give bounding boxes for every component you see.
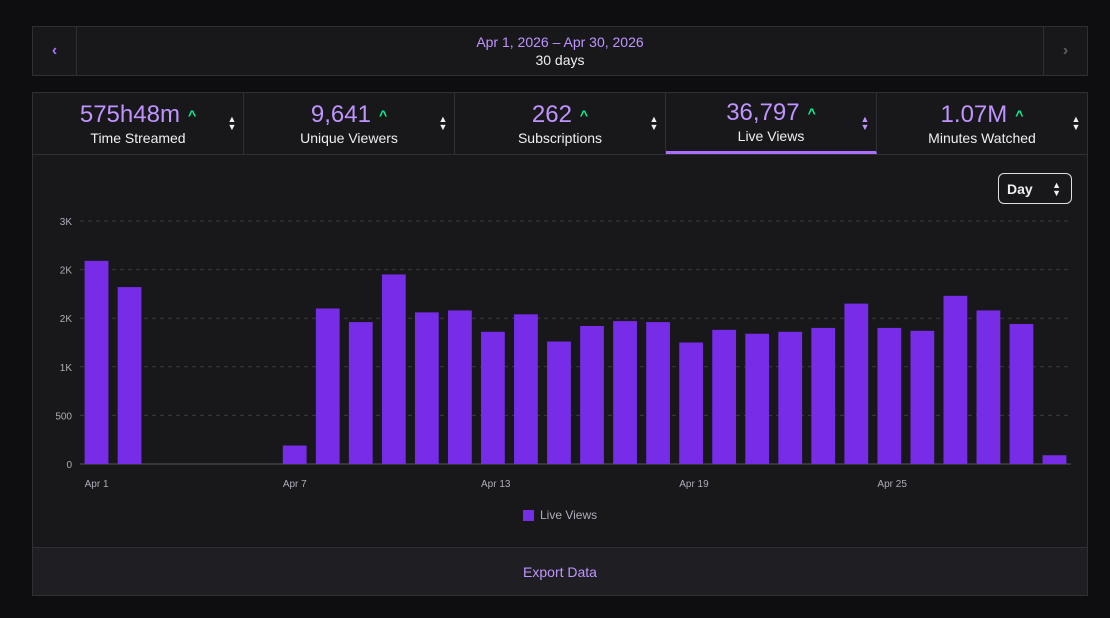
y-tick-label: 1K xyxy=(60,363,73,374)
metric-value: 262 xyxy=(531,100,572,128)
date-range-days: 30 days xyxy=(535,52,585,68)
metric-label: Minutes Watched xyxy=(928,129,1036,146)
bar-apr-30 xyxy=(1042,455,1067,464)
select-chevrons-icon: ▲ ▼ xyxy=(1052,179,1061,198)
next-period-button[interactable]: › xyxy=(1043,27,1087,75)
analytics-panel: 575h48m ^ Time Streamed ▲ ▼ 9,641 ^ Uniqu… xyxy=(32,92,1088,596)
date-range-bar: ‹ Apr 1, 2026 – Apr 30, 2026 30 days › xyxy=(32,26,1088,76)
bar-apr-9 xyxy=(348,322,373,464)
trend-up-icon: ^ xyxy=(1015,106,1024,123)
metric-value: 36,797 xyxy=(726,99,800,126)
sort-chevrons-icon: ▲ ▼ xyxy=(860,114,870,132)
bar-apr-13 xyxy=(481,331,505,464)
sort-chevrons-icon: ▲ ▼ xyxy=(1071,114,1081,132)
tab-live-views[interactable]: 36,797 ^ Live Views ▲ ▼ xyxy=(666,93,877,154)
bar-apr-12 xyxy=(447,310,472,464)
sort-chevrons-icon: ▲ ▼ xyxy=(227,114,237,132)
y-tick-label: 500 xyxy=(55,411,72,422)
export-data-label: Export Data xyxy=(523,563,597,580)
metric-tabs: 575h48m ^ Time Streamed ▲ ▼ 9,641 ^ Uniqu… xyxy=(33,93,1087,155)
trend-up-icon: ^ xyxy=(187,106,197,123)
metric-label: Unique Viewers xyxy=(300,129,398,146)
bar-apr-10 xyxy=(381,274,406,464)
date-range-text: Apr 1, 2026 – Apr 30, 2026 xyxy=(476,34,644,50)
bar-apr-7 xyxy=(282,445,307,464)
metric-label: Time Streamed xyxy=(90,129,186,146)
legend-swatch xyxy=(523,509,534,521)
x-tick-label: Apr 25 xyxy=(877,479,907,490)
metric-label: Subscriptions xyxy=(517,129,603,146)
bar-apr-19 xyxy=(679,342,704,464)
bar-apr-1 xyxy=(84,260,109,464)
bar-apr-16 xyxy=(580,325,604,464)
x-tick-label: Apr 1 xyxy=(85,479,109,490)
x-tick-label: Apr 13 xyxy=(481,479,511,490)
trend-up-icon: ^ xyxy=(579,106,589,123)
tab-minutes-watched[interactable]: 1.07M ^ Minutes Watched ▲ ▼ xyxy=(877,93,1087,154)
y-tick-label: 0 xyxy=(66,460,72,471)
interval-select-value: Day xyxy=(1007,180,1033,197)
date-range-display[interactable]: Apr 1, 2026 – Apr 30, 2026 30 days xyxy=(77,27,1043,75)
bar-apr-21 xyxy=(745,333,770,464)
bar-apr-2 xyxy=(117,287,142,464)
legend-label: Live Views xyxy=(540,508,598,522)
bar-apr-23 xyxy=(811,327,836,464)
bar-apr-8 xyxy=(315,308,340,464)
bar-apr-15 xyxy=(547,341,571,464)
y-tick-label: 2K xyxy=(60,314,73,325)
trend-up-icon: ^ xyxy=(807,105,816,121)
bar-apr-26 xyxy=(910,330,935,464)
bar-apr-11 xyxy=(414,312,439,464)
bar-apr-24 xyxy=(844,303,869,464)
bar-apr-25 xyxy=(877,327,902,464)
metric-value: 1.07M xyxy=(940,100,1008,128)
tab-time-streamed[interactable]: 575h48m ^ Time Streamed ▲ ▼ xyxy=(33,93,244,154)
bar-apr-27 xyxy=(943,295,968,464)
chevron-right-icon: › xyxy=(1062,42,1069,59)
trend-up-icon: ^ xyxy=(378,106,388,123)
metric-value: 9,641 xyxy=(310,100,371,128)
sort-chevrons-icon: ▲ ▼ xyxy=(649,114,659,132)
y-tick-label: 2K xyxy=(60,266,73,277)
bar-apr-28 xyxy=(976,310,1001,464)
previous-period-button[interactable]: ‹ xyxy=(33,27,77,75)
metric-value: 575h48m xyxy=(79,100,180,128)
bar-apr-22 xyxy=(778,331,803,464)
export-data-button[interactable]: Export Data xyxy=(33,547,1087,595)
chevron-left-icon: ‹ xyxy=(51,42,58,59)
bar-apr-17 xyxy=(613,321,637,464)
tab-unique-viewers[interactable]: 9,641 ^ Unique Viewers ▲ ▼ xyxy=(244,93,455,154)
y-tick-label: 3K xyxy=(60,217,73,228)
sort-chevrons-icon: ▲ ▼ xyxy=(438,114,448,132)
x-tick-label: Apr 7 xyxy=(283,479,307,490)
bar-apr-18 xyxy=(646,322,670,464)
live-views-bar-chart: 0 500 1K 2K 2K 3K Apr 1 Apr 7 Apr 13 Apr 19 Apr 25 xyxy=(55,217,1071,490)
chart-legend: Live Views xyxy=(523,508,597,522)
bar-apr-14 xyxy=(514,314,538,464)
x-tick-label: Apr 19 xyxy=(679,479,709,490)
bar-apr-20 xyxy=(712,329,737,464)
interval-select[interactable]: Day ▲ ▼ xyxy=(998,173,1072,204)
bar-apr-29 xyxy=(1009,324,1034,464)
metric-label: Live Views xyxy=(737,128,805,144)
tab-subscriptions[interactable]: 262 ^ Subscriptions ▲ ▼ xyxy=(455,93,666,154)
